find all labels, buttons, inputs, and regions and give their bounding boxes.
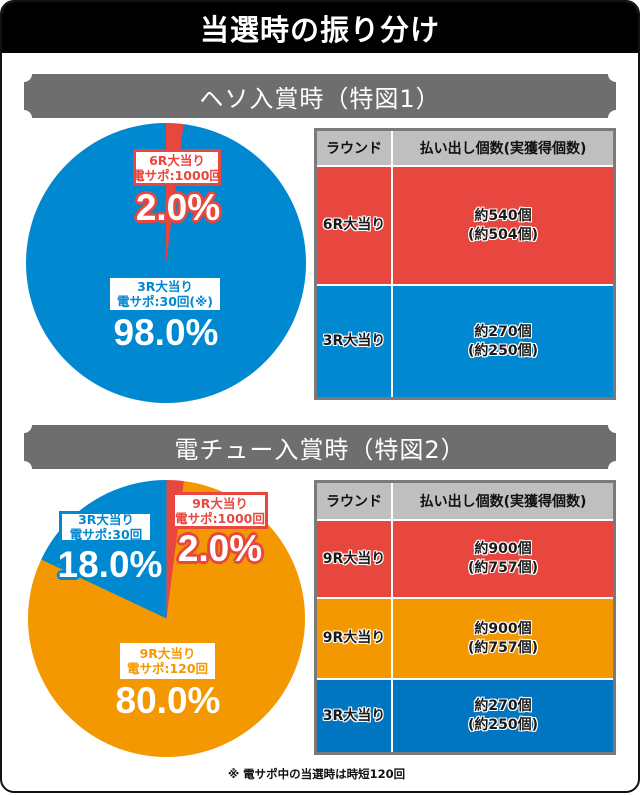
footnote: ※ 電サポ中の当選時は時短120回 [228, 767, 406, 781]
pie-label-9r-120: 9R大当り 電サポ:120回 [120, 643, 215, 679]
cell-payout: 約900個 [474, 620, 532, 637]
cell-round: 3R大当り [322, 707, 386, 724]
cell-payout: 約270個 [474, 323, 532, 340]
column-header-payout: 払い出し個数(実獲得個数) [393, 131, 613, 165]
pie-label-9r-1000: 9R大当り 電サポ:1000回 [172, 492, 268, 529]
cell-round: 9R大当り [322, 550, 386, 567]
label-round: 9R大当り [139, 646, 196, 661]
column-header-round: ラウンド [317, 131, 393, 165]
label-round: 9R大当り [192, 495, 248, 511]
table-row: 9R大当り 約900個 (約757個) [317, 519, 613, 597]
cell-actual: (約504個) [467, 226, 539, 243]
section-banner-heso: ヘソ入賞時（特図1） [16, 66, 624, 126]
pie-label-3r: 3R大当り 電サポ:30回 [59, 511, 153, 543]
section-banner-denchu: 電チュー入賞時（特図2） [16, 417, 624, 477]
column-header-round: ラウンド [317, 483, 393, 519]
label-round: 3R大当り [137, 279, 193, 294]
cell-payout: 約540個 [474, 207, 532, 224]
label-densapo: 電サポ:1000回 [132, 167, 222, 183]
label-round: 6R大当り [149, 152, 205, 168]
pie-percent-9r-1000: 2.0% [177, 528, 263, 569]
cell-round: 9R大当り [322, 630, 386, 646]
section-title: 電チュー入賞時（特図2） [174, 435, 466, 464]
pie-percent-3r: 98.0% [113, 312, 219, 353]
table-row: 3R大当り 約270個 (約250個) [317, 678, 613, 752]
label-densapo: 電サポ:30回(※) [117, 294, 213, 309]
cell-round: 3R大当り [322, 333, 386, 349]
panel-header: 当選時の振り分け [2, 2, 638, 53]
payout-table-denchu: ラウンド 払い出し個数(実獲得個数) 9R大当り 約900個 (約757個) 9… [314, 480, 616, 755]
column-header-payout: 払い出し個数(実獲得個数) [393, 483, 613, 519]
page-title: 当選時の振り分け [199, 12, 440, 47]
cell-payout: 約900個 [474, 541, 532, 557]
cell-actual: (約250個) [467, 717, 539, 733]
pie-percent-6r: 2.0% [135, 187, 221, 228]
cell-actual: (約250個) [467, 342, 539, 359]
table-header-row: ラウンド 払い出し個数(実獲得個数) [317, 483, 613, 519]
table-row: 6R大当り 約540個 (約504個) [317, 165, 613, 284]
pie-percent-3r: 18.0% [57, 544, 163, 585]
cell-payout: 約270個 [474, 698, 532, 714]
section-title: ヘソ入賞時（特図1） [199, 84, 441, 113]
payout-table-heso: ラウンド 払い出し個数(実獲得個数) 6R大当り 約540個 (約504個) 3… [314, 128, 616, 400]
label-densapo: 電サポ:30回 [69, 527, 143, 542]
table-row: 9R大当り 約900個 (約757個) [317, 597, 613, 678]
cell-round: 6R大当り [322, 217, 386, 233]
table-header-row: ラウンド 払い出し個数(実獲得個数) [317, 131, 613, 165]
cell-actual: (約757個) [467, 560, 539, 576]
cell-actual: (約757個) [467, 639, 539, 656]
pie-label-6r: 6R大当り 電サポ:1000回 [132, 149, 222, 186]
pie-percent-9r-120: 80.0% [115, 680, 221, 721]
table-row: 3R大当り 約270個 (約250個) [317, 284, 613, 397]
pie-label-3r: 3R大当り 電サポ:30回(※) [110, 278, 220, 310]
label-densapo: 電サポ:1000回 [175, 510, 265, 526]
label-densapo: 電サポ:120回 [126, 661, 209, 676]
label-round: 3R大当り [78, 512, 134, 527]
